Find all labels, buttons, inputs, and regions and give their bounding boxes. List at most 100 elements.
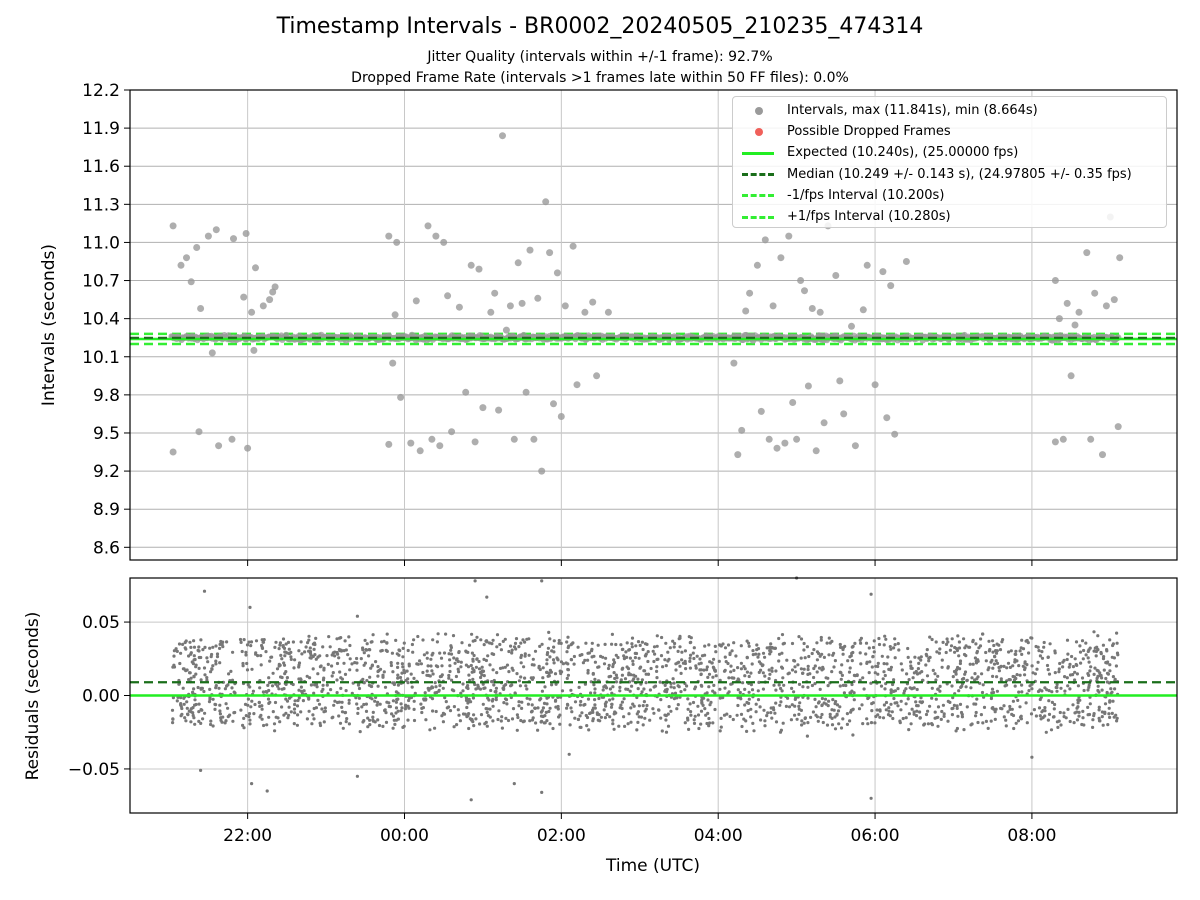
residual-point bbox=[683, 649, 688, 653]
residual-point bbox=[401, 725, 405, 730]
residual-point bbox=[280, 657, 284, 661]
residual-point bbox=[450, 678, 454, 682]
residual-point bbox=[820, 712, 824, 717]
residual-point bbox=[672, 645, 676, 649]
residual-point bbox=[482, 657, 486, 662]
residual-point bbox=[806, 664, 810, 669]
residual-point bbox=[259, 713, 263, 718]
residual-point bbox=[345, 717, 349, 721]
residual-point bbox=[514, 637, 519, 641]
residual-point bbox=[925, 674, 930, 678]
residual-point bbox=[727, 676, 731, 680]
residual-point bbox=[456, 667, 460, 671]
residual-point bbox=[834, 699, 838, 704]
residual-point bbox=[1103, 710, 1107, 714]
residual-point bbox=[519, 661, 523, 665]
residual-point bbox=[545, 658, 549, 662]
residual-point bbox=[618, 706, 622, 710]
residual-point bbox=[303, 650, 307, 654]
residual-point bbox=[244, 714, 248, 718]
residual-point bbox=[479, 713, 484, 717]
residual-point bbox=[1015, 673, 1019, 677]
residual-point bbox=[915, 687, 919, 692]
residual-point bbox=[287, 713, 291, 717]
residual-point bbox=[963, 646, 967, 650]
residual-point bbox=[285, 699, 290, 703]
residual-point bbox=[630, 636, 635, 640]
residual-point bbox=[488, 663, 492, 667]
residual-point bbox=[865, 661, 869, 666]
residual-point bbox=[430, 669, 434, 673]
residual-point bbox=[965, 678, 969, 682]
residual-point bbox=[1082, 723, 1086, 727]
interval-point bbox=[250, 346, 258, 354]
residual-point bbox=[1109, 687, 1113, 691]
residual-point bbox=[1028, 684, 1032, 688]
residual-point bbox=[368, 723, 372, 727]
residual-point bbox=[994, 651, 999, 655]
legend-item-dropped: Possible Dropped Frames bbox=[739, 121, 1160, 142]
residual-point bbox=[407, 662, 411, 666]
residual-point bbox=[666, 659, 670, 663]
residual-point bbox=[687, 727, 691, 732]
interval-point bbox=[573, 381, 581, 389]
residual-point bbox=[870, 665, 874, 669]
residual-point bbox=[203, 711, 207, 715]
interval-point bbox=[187, 278, 195, 286]
residual-point bbox=[449, 648, 453, 652]
residual-point bbox=[626, 667, 631, 671]
residual-point bbox=[980, 690, 985, 695]
residual-point bbox=[679, 690, 683, 694]
residual-point bbox=[684, 667, 688, 671]
residual-point bbox=[475, 657, 479, 661]
residual-point bbox=[619, 703, 623, 707]
residual-point bbox=[640, 640, 645, 644]
residual-point bbox=[175, 649, 179, 654]
interval-point bbox=[266, 296, 274, 304]
residual-point bbox=[367, 648, 371, 652]
residual-point bbox=[586, 697, 591, 701]
residual-point bbox=[699, 668, 703, 672]
residual-point bbox=[858, 651, 862, 655]
residual-point bbox=[904, 702, 908, 706]
residual-point bbox=[852, 691, 856, 695]
residual-point bbox=[827, 653, 831, 657]
residual-point bbox=[261, 640, 266, 644]
residual-point bbox=[805, 734, 810, 738]
residual-point bbox=[556, 707, 560, 711]
intervals-y-tick-label: 11.3 bbox=[82, 195, 120, 215]
residual-point bbox=[940, 709, 944, 714]
residual-point bbox=[410, 685, 414, 689]
residual-point bbox=[651, 707, 655, 711]
residual-point bbox=[873, 671, 877, 675]
residual-point bbox=[745, 670, 750, 674]
residual-point bbox=[317, 702, 322, 706]
residual-point bbox=[223, 721, 227, 725]
residual-point bbox=[281, 644, 285, 648]
residual-point bbox=[769, 711, 773, 715]
residual-point bbox=[714, 674, 718, 678]
residual-point bbox=[541, 676, 545, 680]
residual-point bbox=[619, 643, 623, 647]
residual-point bbox=[511, 707, 516, 711]
residual-point bbox=[376, 684, 380, 688]
residual-point bbox=[990, 658, 994, 663]
interval-point bbox=[848, 322, 855, 330]
residual-point bbox=[875, 708, 879, 712]
residual-point bbox=[301, 699, 305, 703]
residual-point bbox=[689, 653, 693, 657]
residual-point bbox=[328, 645, 332, 649]
residual-point bbox=[761, 671, 765, 675]
residual-point bbox=[405, 669, 409, 673]
residual-point bbox=[1055, 720, 1059, 724]
residual-point bbox=[299, 685, 303, 689]
residual-point bbox=[924, 663, 928, 667]
residual-point bbox=[435, 640, 439, 644]
residual-point bbox=[640, 678, 645, 682]
residual-point bbox=[1100, 676, 1104, 680]
residual-point bbox=[260, 707, 264, 711]
residual-point bbox=[579, 699, 583, 704]
residual-point bbox=[781, 642, 785, 646]
residual-point bbox=[952, 703, 957, 708]
residual-point bbox=[645, 703, 649, 708]
